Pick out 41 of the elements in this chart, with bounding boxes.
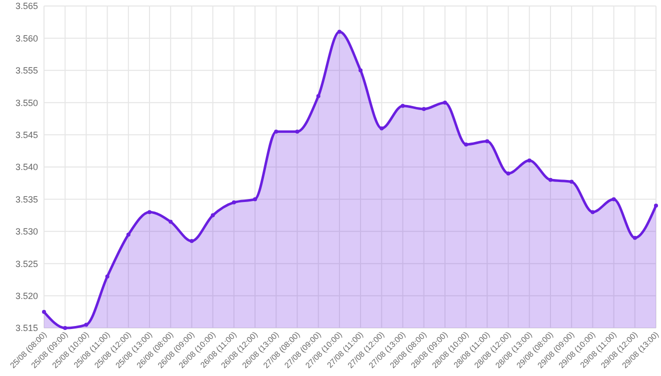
point xyxy=(590,210,595,214)
point xyxy=(464,142,468,146)
point xyxy=(654,204,658,208)
point xyxy=(126,232,130,237)
point xyxy=(232,200,236,204)
point xyxy=(422,107,426,112)
point xyxy=(548,178,552,182)
point xyxy=(105,274,110,278)
point xyxy=(400,104,405,108)
y-tick-label: 3.535 xyxy=(15,194,38,204)
y-tick-label: 3.530 xyxy=(15,226,38,237)
point xyxy=(612,197,616,202)
point xyxy=(442,100,447,105)
point xyxy=(148,210,152,214)
y-tick-label: 3.540 xyxy=(15,162,38,172)
point xyxy=(570,180,574,184)
y-tick-label: 3.520 xyxy=(15,290,38,301)
point xyxy=(527,158,532,163)
point xyxy=(337,30,342,34)
y-tick-label: 3.525 xyxy=(15,258,38,269)
y-tick-label: 3.555 xyxy=(15,66,38,76)
point xyxy=(632,236,637,240)
point xyxy=(84,322,88,327)
point xyxy=(190,239,194,244)
y-tick-label: 3.565 xyxy=(15,1,38,12)
point xyxy=(316,94,320,98)
point xyxy=(295,130,300,134)
point xyxy=(210,213,215,218)
y-tick-label: 3.550 xyxy=(15,98,38,108)
point xyxy=(506,171,510,176)
point xyxy=(63,326,68,330)
point xyxy=(168,220,173,224)
point xyxy=(253,197,258,202)
y-tick-label: 3.545 xyxy=(15,130,38,140)
y-tick-label: 3.515 xyxy=(15,323,38,334)
point xyxy=(380,126,384,130)
point xyxy=(485,139,490,144)
point xyxy=(358,68,363,72)
point xyxy=(42,310,46,314)
point xyxy=(274,130,278,134)
y-tick-label: 3.560 xyxy=(15,33,38,44)
